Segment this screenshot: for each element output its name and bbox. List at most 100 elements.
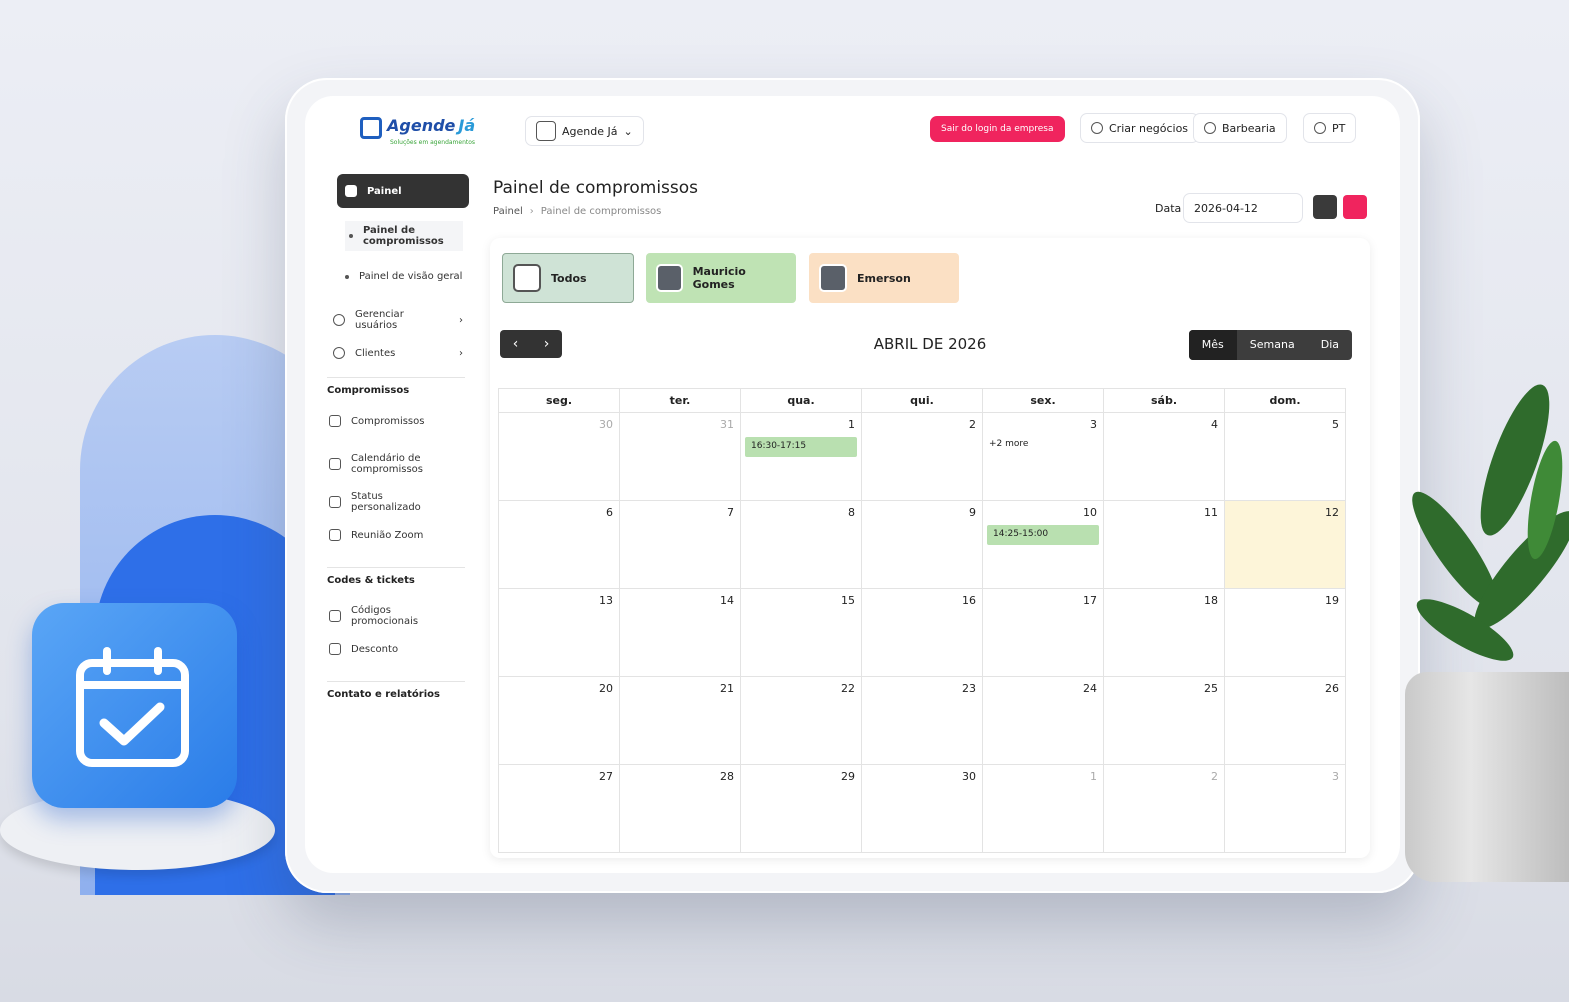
view-switch: Mês Semana Dia (1188, 330, 1352, 360)
day-cell[interactable]: 26 (1225, 677, 1346, 765)
dot (345, 274, 349, 279)
weekday: ter. (620, 389, 741, 413)
day-cell[interactable]: 13 (499, 589, 620, 677)
date-label: Data (1155, 202, 1182, 215)
icon (329, 496, 341, 508)
day-cell[interactable]: 2 (1104, 765, 1225, 853)
day-cell[interactable]: 1 (983, 765, 1104, 853)
day-cell[interactable]: 28 (620, 765, 741, 853)
day-cell[interactable]: 4 (1104, 413, 1225, 501)
item-text: Calendário de compromissos (351, 453, 423, 475)
day-number: 4 (1211, 418, 1218, 431)
next-button[interactable]: › (543, 336, 550, 352)
day-cell[interactable]: 12 (1225, 501, 1346, 589)
item-text: Clientes (355, 347, 396, 359)
staff-filter[interactable]: Mauricio Gomes (646, 253, 796, 303)
date-input[interactable]: 2026-04-12 (1183, 193, 1303, 223)
view-button[interactable]: Mês (1188, 330, 1237, 360)
day-number: 11 (1204, 506, 1218, 519)
account-button[interactable]: Agende Já ⌄ (525, 116, 644, 146)
view-button[interactable]: Dia (1320, 338, 1339, 351)
day-cell[interactable]: 23 (862, 677, 983, 765)
day-cell[interactable]: 8 (741, 501, 862, 589)
create-button[interactable]: Criar negócios (1080, 113, 1200, 143)
day-cell[interactable]: 14 (620, 589, 741, 677)
event[interactable]: 14:25-15:00 (987, 525, 1099, 545)
day-cell[interactable]: 22 (741, 677, 862, 765)
avatar (656, 264, 683, 292)
day-cell[interactable]: 15 (741, 589, 862, 677)
day-cell[interactable]: 3 +2 more (983, 413, 1104, 501)
day-cell[interactable]: 9 (862, 501, 983, 589)
day-cell[interactable]: 11 (1104, 501, 1225, 589)
day-cell[interactable]: 27 (499, 765, 620, 853)
more-link[interactable]: +2 more (989, 439, 1029, 449)
day-cell[interactable]: 21 (620, 677, 741, 765)
submenu-item[interactable]: Painel de compromissos (345, 221, 463, 251)
language-select[interactable]: PT (1303, 113, 1357, 143)
day-cell[interactable]: 25 (1104, 677, 1225, 765)
business-select-text: Barbearia (1222, 121, 1276, 135)
sidebar-item[interactable]: Desconto (329, 643, 449, 655)
submenu-item[interactable]: Painel de visão geral (345, 271, 463, 282)
search-button[interactable] (1313, 195, 1337, 219)
day-number: 19 (1325, 594, 1339, 607)
sidebar-item[interactable]: Calendário de compromissos (329, 453, 449, 475)
day-number: 31 (720, 418, 734, 431)
day-cell[interactable]: 20 (499, 677, 620, 765)
language-select-text: PT (1332, 121, 1346, 135)
day-cell[interactable]: 18 (1104, 589, 1225, 677)
day-cell[interactable]: 16 (862, 589, 983, 677)
day-number: 30 (599, 418, 613, 431)
day-cell[interactable]: 10 14:25-15:00 (983, 501, 1104, 589)
weekday: sáb. (1104, 389, 1225, 413)
day-cell[interactable]: 5 (1225, 413, 1346, 501)
day-cell[interactable]: 6 (499, 501, 620, 589)
reset-button[interactable] (1343, 195, 1367, 219)
day-cell[interactable]: 24 (983, 677, 1104, 765)
tablet: Agende Já Soluções em agendamentos Agende J… (285, 78, 1420, 893)
sidebar-item[interactable]: Códigos promocionais (329, 605, 449, 627)
view-button[interactable]: Semana (1249, 338, 1295, 351)
weekday: qua. (741, 389, 862, 413)
sidebar-item[interactable]: Compromissos (329, 415, 449, 427)
staff-name: Mauricio Gomes (692, 265, 746, 291)
sidebar-item[interactable]: Gerenciar usuários › (333, 309, 463, 331)
day-number: 7 (727, 506, 734, 519)
staff-name: Emerson (857, 271, 911, 285)
day-cell[interactable]: 17 (983, 589, 1104, 677)
event[interactable]: 16:30-17:15 (745, 437, 857, 457)
sidebar-item[interactable]: Clientes › (333, 347, 463, 359)
sidebar-item[interactable]: Status personalizado (329, 491, 449, 513)
plant-pot (1405, 672, 1569, 882)
dot (349, 234, 353, 238)
day-number: 14 (720, 594, 734, 607)
sidebar-item[interactable]: Reunião Zoom (329, 529, 449, 541)
day-cell[interactable]: 1 16:30-17:15 (741, 413, 862, 501)
item-text: Códigos promocionais (351, 605, 419, 627)
day-cell[interactable]: 30 (862, 765, 983, 853)
create-button-text: Criar negócios (1109, 121, 1189, 135)
logo-tagline: Soluções em agendamentos (390, 139, 476, 146)
staff-filter[interactable]: Todos (502, 253, 634, 303)
staff-filter[interactable]: Emerson (809, 253, 959, 303)
day-cell[interactable]: 7 (620, 501, 741, 589)
day-cell[interactable]: 19 (1225, 589, 1346, 677)
day-number: 2 (969, 418, 976, 431)
icon (329, 415, 341, 427)
chevron: › (459, 347, 463, 359)
prev-button[interactable]: ‹ (512, 336, 519, 352)
day-cell[interactable]: 2 (862, 413, 983, 501)
business-select[interactable]: Barbearia (1193, 113, 1287, 143)
day-cell[interactable]: 31 (620, 413, 741, 501)
day-cell[interactable]: 30 (499, 413, 620, 501)
logout-button[interactable]: Sair do login da empresa (930, 116, 1065, 142)
day-number: 18 (1204, 594, 1218, 607)
sidebar-menu[interactable]: Painel (337, 174, 469, 208)
logo: Agende Já Soluções em agendamentos (360, 116, 475, 146)
day-cell[interactable]: 29 (741, 765, 862, 853)
day-cell[interactable]: 3 (1225, 765, 1346, 853)
divider (327, 567, 465, 568)
day-number: 28 (720, 770, 734, 783)
